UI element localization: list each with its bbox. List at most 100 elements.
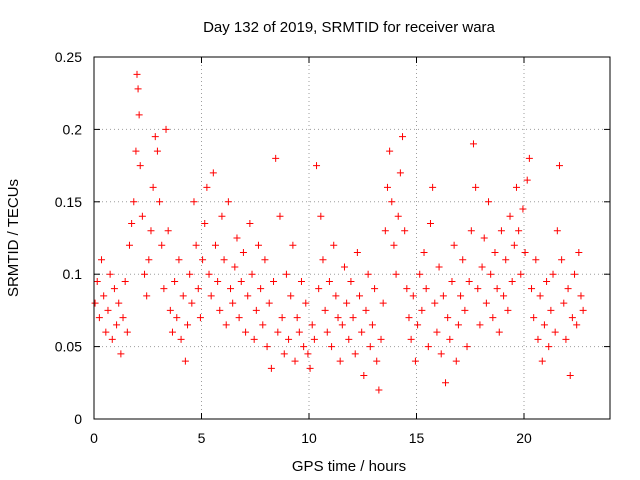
data-point <box>547 306 555 314</box>
data-point <box>156 198 164 206</box>
data-point <box>141 270 149 278</box>
data-point <box>461 306 469 314</box>
data-point <box>426 220 434 228</box>
data-point <box>558 256 566 264</box>
x-tick-label: 5 <box>198 430 206 446</box>
data-point <box>343 299 351 307</box>
data-point <box>224 198 232 206</box>
data-point <box>476 321 484 329</box>
data-point <box>459 256 467 264</box>
data-point <box>106 270 114 278</box>
data-point <box>293 314 301 322</box>
data-point <box>409 292 417 300</box>
data-point <box>315 285 323 293</box>
data-point <box>386 147 394 155</box>
data-point <box>265 299 273 307</box>
data-point <box>356 292 364 300</box>
data-point <box>164 227 172 235</box>
data-point <box>437 350 445 358</box>
data-point <box>512 183 520 191</box>
data-point <box>261 256 269 264</box>
data-point <box>295 328 303 336</box>
data-point <box>480 234 488 242</box>
data-point <box>246 220 254 228</box>
data-point <box>162 125 170 133</box>
data-point <box>201 220 209 228</box>
data-point <box>216 306 224 314</box>
data-point <box>396 169 404 177</box>
data-point <box>147 227 155 235</box>
y-tick-label: 0.1 <box>63 266 83 282</box>
data-point <box>227 285 235 293</box>
data-point <box>285 335 293 343</box>
data-point <box>130 198 138 206</box>
data-point <box>181 357 189 365</box>
data-point <box>134 85 142 93</box>
data-point <box>138 212 146 220</box>
y-axis-label: SRMTID / TECUs <box>5 179 22 297</box>
data-point <box>263 343 271 351</box>
data-point <box>203 183 211 191</box>
data-point <box>313 162 321 170</box>
data-point <box>186 270 194 278</box>
data-point <box>493 285 501 293</box>
data-point <box>205 270 213 278</box>
data-point <box>289 241 297 249</box>
data-point <box>128 220 136 228</box>
x-tick-label: 15 <box>409 430 425 446</box>
data-point <box>566 372 574 380</box>
data-point <box>420 248 428 256</box>
data-point <box>364 270 372 278</box>
data-point <box>179 292 187 300</box>
data-point <box>442 379 450 387</box>
data-point <box>383 183 391 191</box>
x-tick-label: 20 <box>516 430 532 446</box>
data-point <box>222 321 230 329</box>
data-point <box>463 343 471 351</box>
data-point <box>100 292 108 300</box>
grid <box>94 57 610 419</box>
data-point <box>151 133 159 141</box>
data-point <box>416 270 424 278</box>
data-point <box>302 299 310 307</box>
data-point <box>474 285 482 293</box>
y-tick-label: 0.2 <box>63 121 83 137</box>
data-point <box>543 277 551 285</box>
data-point <box>435 263 443 271</box>
data-point <box>175 256 183 264</box>
data-point <box>469 140 477 148</box>
data-point <box>487 270 495 278</box>
data-point <box>91 299 99 307</box>
data-point <box>379 299 387 307</box>
data-point <box>472 183 480 191</box>
data-point <box>506 212 514 220</box>
data-point <box>519 205 527 213</box>
data-point <box>274 328 282 336</box>
data-point <box>143 292 151 300</box>
data-point <box>135 111 143 119</box>
data-point <box>373 357 381 365</box>
data-point <box>231 263 239 271</box>
data-point <box>515 227 523 235</box>
data-point <box>521 248 529 256</box>
data-point <box>452 357 460 365</box>
data-point <box>536 292 544 300</box>
data-point <box>121 277 129 285</box>
data-point <box>482 299 490 307</box>
data-point <box>119 314 127 322</box>
data-point <box>495 328 503 336</box>
data-point <box>489 314 497 322</box>
data-point <box>173 314 181 322</box>
data-point <box>321 306 329 314</box>
data-point <box>577 292 585 300</box>
data-point <box>209 169 217 177</box>
data-point <box>235 314 243 322</box>
data-point <box>549 270 557 278</box>
data-point <box>207 292 215 300</box>
data-point <box>568 314 576 322</box>
data-point <box>196 314 204 322</box>
data-point <box>218 212 226 220</box>
x-axis-label: GPS time / hours <box>292 458 406 475</box>
data-point <box>184 321 192 329</box>
data-point <box>407 335 415 343</box>
